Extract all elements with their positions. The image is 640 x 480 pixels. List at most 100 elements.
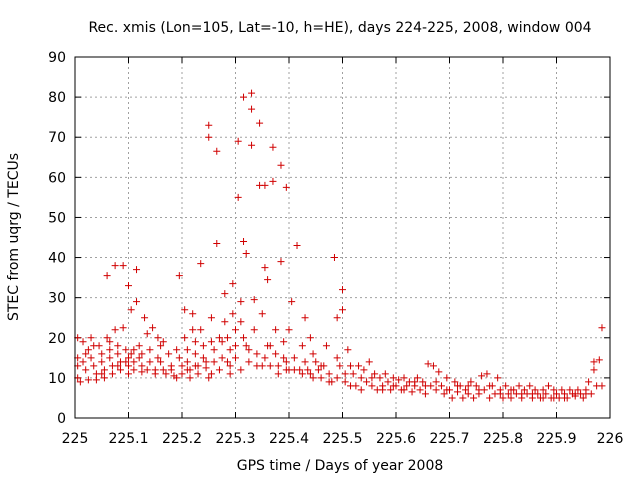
data-point [400, 374, 408, 382]
data-point [566, 386, 574, 394]
data-point [237, 298, 245, 306]
data-point [277, 161, 285, 169]
data-point [133, 266, 141, 274]
data-point [274, 370, 282, 378]
data-point [111, 262, 119, 270]
data-point [464, 390, 472, 398]
data-point [242, 250, 250, 258]
data-point [274, 362, 282, 370]
y-tick-label: 0 [57, 411, 66, 427]
data-point [561, 394, 569, 402]
data-point [84, 346, 92, 354]
data-point [590, 358, 598, 366]
data-point [215, 334, 223, 342]
x-tick-label: 225 [62, 431, 89, 447]
data-point [486, 394, 494, 402]
data-point [574, 386, 582, 394]
data-point [387, 386, 395, 394]
data-point [368, 382, 376, 390]
data-point [384, 378, 392, 386]
data-point [183, 358, 191, 366]
data-point [376, 374, 384, 382]
x-tick-label: 225.3 [215, 431, 255, 447]
data-point [250, 326, 258, 334]
data-point [424, 360, 432, 368]
data-point [598, 382, 606, 390]
data-point [157, 358, 165, 366]
data-point [138, 350, 146, 358]
data-point [421, 390, 429, 398]
data-point [213, 147, 221, 155]
data-point [119, 324, 127, 332]
data-point [285, 326, 293, 334]
data-point [191, 350, 199, 358]
data-point [116, 366, 124, 374]
data-point [317, 374, 325, 382]
data-point [100, 374, 108, 382]
y-tick-label: 50 [48, 210, 66, 226]
data-point [223, 358, 231, 366]
data-point [250, 296, 258, 304]
data-point [306, 334, 314, 342]
data-point [309, 350, 317, 358]
data-point [218, 354, 226, 362]
data-point [341, 378, 349, 386]
data-point [440, 390, 448, 398]
data-point [344, 346, 352, 354]
data-point [159, 366, 167, 374]
data-point [202, 364, 210, 372]
data-point [240, 238, 248, 246]
data-point [411, 378, 419, 386]
data-point [341, 370, 349, 378]
data-point [288, 298, 296, 306]
data-point [178, 370, 186, 378]
data-point [347, 382, 355, 390]
x-tick-label: 225.1 [108, 431, 148, 447]
data-point [253, 362, 261, 370]
data-point [443, 386, 451, 394]
data-point [504, 390, 512, 398]
data-point [90, 362, 98, 370]
data-point [403, 382, 411, 390]
data-point [175, 272, 183, 280]
data-point [330, 254, 338, 262]
data-point [339, 306, 346, 314]
data-point [389, 382, 397, 390]
data-point [432, 378, 440, 386]
data-point [189, 310, 197, 318]
data-point [226, 346, 234, 354]
data-point [419, 378, 427, 386]
data-point [470, 394, 478, 402]
data-point [339, 286, 346, 294]
data-point [100, 366, 108, 374]
data-point [122, 358, 130, 366]
data-points [74, 89, 606, 402]
data-point [205, 133, 213, 141]
data-point [181, 334, 189, 342]
data-point [76, 378, 84, 386]
data-point [87, 334, 95, 342]
data-point [87, 354, 95, 362]
data-point [167, 366, 175, 374]
data-point [395, 376, 403, 384]
data-point [518, 390, 526, 398]
data-point [272, 326, 280, 334]
data-point [183, 346, 191, 354]
data-point [357, 386, 365, 394]
data-point [106, 338, 114, 346]
data-point [173, 346, 181, 354]
data-point [598, 324, 606, 332]
data-point [389, 374, 397, 382]
y-tick-label: 30 [48, 291, 66, 307]
data-point [322, 342, 330, 350]
data-point [103, 334, 111, 342]
data-point [325, 378, 333, 386]
data-point [298, 370, 306, 378]
data-point [408, 388, 416, 396]
data-point [269, 143, 277, 151]
data-point [232, 342, 239, 350]
data-point [301, 314, 309, 322]
data-point [173, 374, 181, 382]
data-point [544, 382, 552, 390]
